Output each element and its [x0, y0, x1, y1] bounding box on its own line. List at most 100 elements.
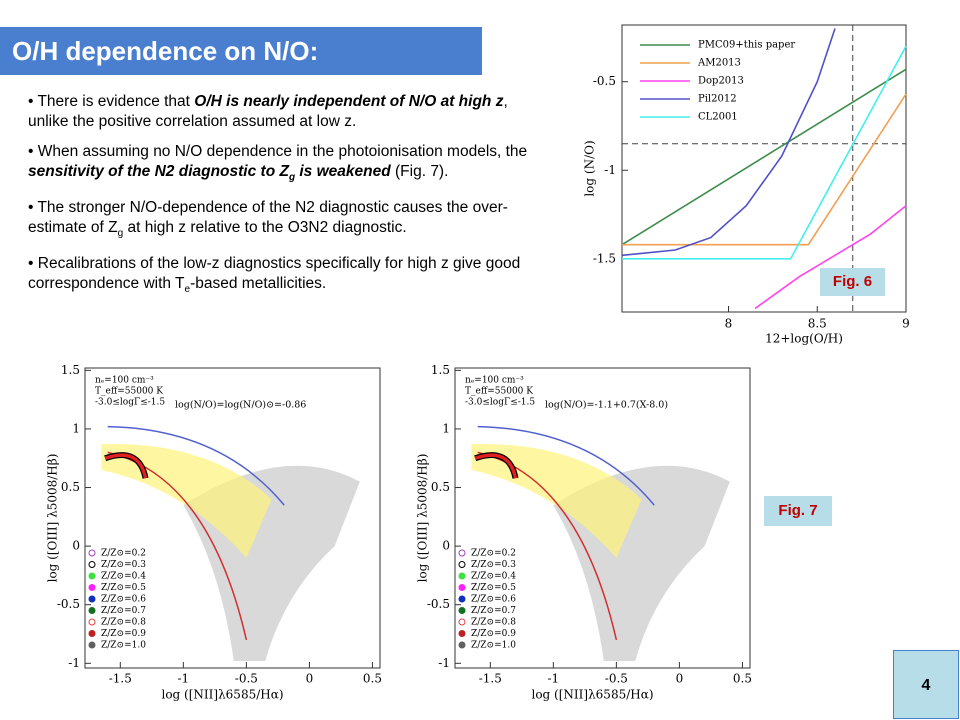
legend-label: Z/Z⊙=0.9: [471, 629, 516, 639]
x-tick-label: 0: [306, 672, 314, 686]
y-tick-label: 1: [442, 421, 450, 435]
annotation: log(N/O)=log(N/O)⊙=-0.86: [175, 400, 306, 411]
x-tick-label: -1: [547, 672, 559, 686]
legend-marker: [458, 584, 466, 591]
fig6-frame: [621, 24, 907, 313]
text: (Fig. 7).: [390, 163, 449, 180]
legend-marker: [88, 549, 96, 557]
legend-marker: [458, 607, 466, 614]
highlight-arc: [474, 453, 518, 479]
legend-marker: [458, 595, 466, 603]
y-tick-label: 1.5: [61, 363, 80, 377]
legend-label: Z/Z⊙=1.0: [471, 641, 516, 651]
legend-label: Z/Z⊙=0.5: [471, 583, 516, 593]
y-tick-label: -1: [604, 163, 616, 177]
series-line: [622, 93, 907, 246]
text: The stronger N/O-dependence of the N2 di…: [28, 199, 508, 237]
legend-label: Z/Z⊙=0.9: [101, 629, 146, 639]
bullet: • The stronger N/O-dependence of the N2 …: [28, 198, 538, 244]
subscript: g: [288, 172, 296, 184]
condition: nₑ=100 cm⁻³: [465, 376, 524, 386]
x-tick-label: -1.5: [109, 672, 132, 686]
legend-marker: [88, 595, 96, 603]
x-tick-label: 9: [902, 317, 910, 331]
legend-marker: [458, 630, 466, 637]
y-axis-label: log ([OIII] λ5008/Hβ): [46, 454, 60, 583]
bullet-marker: •: [28, 199, 34, 217]
legend-label: Z/Z⊙=1.0: [101, 641, 146, 651]
legend-label: Z/Z⊙=0.6: [471, 595, 516, 605]
bullet-marker: •: [28, 93, 34, 110]
series-line: [621, 68, 907, 246]
bullet: • When assuming no N/O dependence in the…: [28, 142, 538, 188]
bullet-list: • There is evidence that O/H is nearly i…: [28, 92, 538, 310]
panel-frame: [84, 367, 381, 669]
y-tick-label: -0.5: [57, 597, 80, 611]
condition: T_eff=55000 K: [95, 387, 163, 397]
x-axis-label: log ([NII]λ6585/Hα): [161, 688, 283, 702]
legend-label: PMC09+this paper: [698, 40, 795, 51]
x-tick-label: 0: [676, 672, 684, 686]
text: at high z relative to the O3N2 diagnosti…: [123, 219, 407, 237]
legend-label: Z/Z⊙=0.8: [101, 618, 146, 628]
legend-marker: [458, 641, 466, 649]
bullet: • There is evidence that O/H is nearly i…: [28, 92, 538, 132]
x-tick-label: 8: [725, 317, 733, 331]
x-tick-label: -0.5: [605, 672, 628, 686]
x-axis-label: 12+log(O/H): [765, 332, 843, 346]
text: Recalibrations of the low-z diagnostics …: [28, 255, 521, 293]
y-axis-label: log ([OIII] λ5008/Hβ): [416, 454, 430, 583]
fig7-right-background: [410, 358, 760, 708]
legend-label: Pil2012: [698, 94, 737, 105]
text: There is evidence that: [37, 93, 195, 110]
panel-frame: [454, 367, 751, 669]
legend-marker: [88, 572, 96, 580]
demarcation-blue: [107, 425, 285, 506]
demarcation-blue: [477, 425, 655, 506]
text: , unlike the positive correlation assume…: [28, 93, 508, 130]
y-tick-label: 1: [72, 421, 80, 435]
annotation: log(N/O)=-1.1+0.7(X-8.0): [545, 400, 668, 411]
legend-marker: [88, 584, 96, 591]
emphasis: O/H is nearly independent of N/O at high…: [194, 93, 504, 110]
emphasis: sensitivity of the N2 diagnostic to Z: [28, 163, 289, 180]
title: O/H dependence on N/O:: [0, 27, 482, 75]
legend-label: Z/Z⊙=0.5: [101, 583, 146, 593]
series-line: [621, 28, 836, 257]
y-tick-label: 0.5: [61, 480, 80, 494]
subscript: g: [117, 228, 124, 240]
legend-label: Z/Z⊙=0.7: [101, 606, 146, 616]
bullet-marker: •: [28, 143, 34, 160]
y-tick-label: -0.5: [427, 597, 450, 611]
legend-label: Z/Z⊙=0.4: [101, 572, 146, 582]
x-tick-label: -1.5: [479, 672, 502, 686]
legend-label: Z/Z⊙=0.3: [101, 560, 146, 570]
x-tick-label: -0.5: [235, 672, 258, 686]
x-axis-label: log ([NII]λ6585/Hα): [531, 688, 653, 702]
fig7-left-background: [40, 358, 385, 708]
condition: -3.0≤logΓ≤-1.5: [95, 398, 165, 408]
text: -based metallicities.: [190, 275, 327, 293]
legend-label: Z/Z⊙=0.2: [101, 549, 146, 559]
condition: -3.0≤logΓ≤-1.5: [465, 398, 535, 408]
y-tick-label: -0.5: [593, 74, 616, 88]
series-line: [754, 205, 907, 310]
text: When assuming no N/O dependence in the p…: [37, 143, 528, 160]
legend-marker: [88, 607, 96, 614]
legend-label: CL2001: [698, 112, 738, 123]
legend-label: Z/Z⊙=0.2: [471, 549, 516, 559]
x-tick-label: 8.5: [808, 317, 827, 331]
legend-label: Z/Z⊙=0.8: [471, 618, 516, 628]
legend-marker: [458, 572, 466, 580]
legend-marker: [458, 618, 466, 626]
legend-marker: [458, 549, 466, 557]
y-tick-label: -1.5: [593, 251, 616, 265]
x-tick-label: 0.5: [363, 672, 382, 686]
y-axis-label: log (N/O): [583, 140, 597, 196]
subscript: e: [184, 284, 191, 296]
legend-marker: [88, 618, 96, 626]
legend-label: Dop2013: [698, 76, 744, 87]
y-tick-label: 0: [442, 539, 450, 553]
